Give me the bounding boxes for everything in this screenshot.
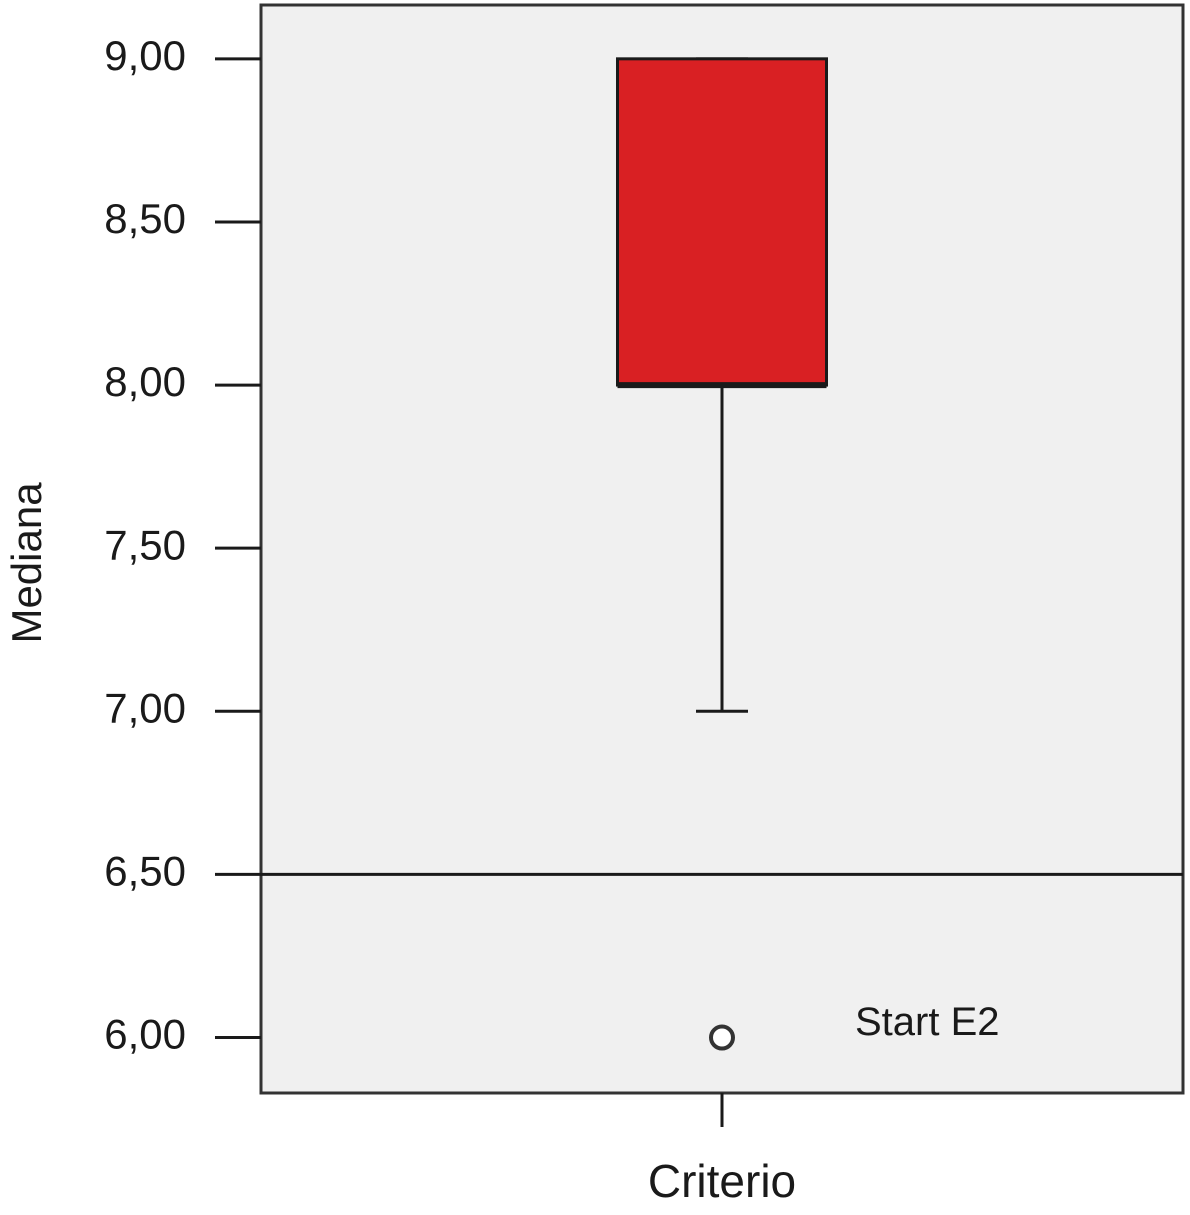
outlier	[709, 1024, 735, 1051]
box	[616, 57, 828, 387]
outlier-label: Start E2	[855, 1000, 1000, 1044]
y-tick-label: 7,50	[104, 521, 186, 568]
y-tick-label: 7,00	[104, 684, 186, 731]
y-tick-label: 9,00	[104, 32, 186, 79]
y-tick-label: 8,00	[104, 358, 186, 405]
y-tick-label: 6,50	[104, 848, 186, 895]
y-tick-label: 8,50	[104, 195, 186, 242]
y-axis-label: Mediana	[3, 482, 50, 644]
y-tick-label: 6,00	[104, 1011, 186, 1058]
x-tick-label: Criterio	[648, 1155, 796, 1207]
